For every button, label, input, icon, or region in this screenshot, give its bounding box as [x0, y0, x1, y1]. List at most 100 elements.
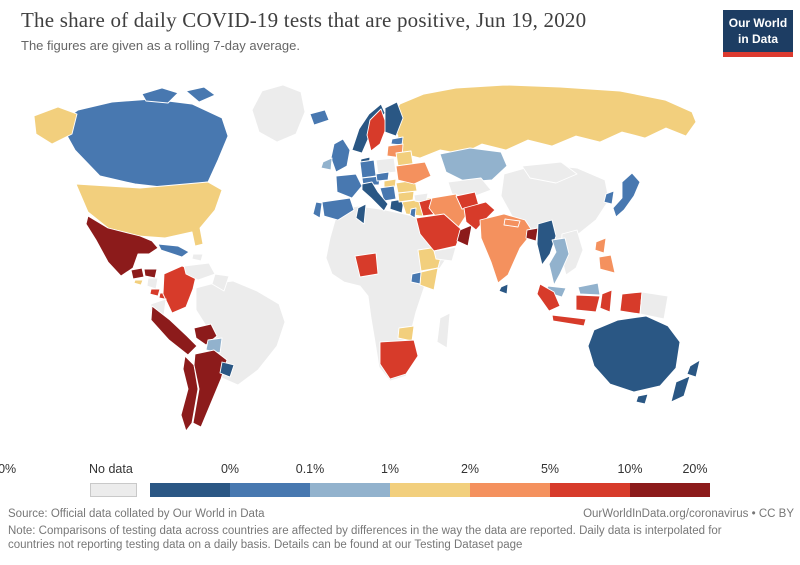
country-iceland[interactable] — [309, 109, 330, 126]
no-data-label: No data — [89, 462, 133, 476]
note-text: Note: Comparisons of testing data across… — [8, 524, 722, 552]
legend-tick-1: 0.1% — [295, 462, 325, 476]
country-indonesia-java[interactable] — [551, 314, 587, 327]
country-mexico[interactable] — [85, 215, 159, 277]
no-data-swatch[interactable] — [90, 483, 137, 497]
country-germany[interactable] — [359, 159, 377, 179]
country-sri-lanka[interactable] — [498, 283, 509, 295]
country-balkans[interactable] — [379, 185, 397, 202]
country-thailand[interactable] — [548, 237, 570, 286]
legend-segment-7[interactable] — [630, 483, 710, 497]
country-tunisia[interactable] — [355, 203, 367, 225]
country-canada-arctic-2[interactable] — [185, 86, 216, 103]
country-japan[interactable] — [612, 172, 641, 218]
country-saudi-arabia[interactable] — [415, 213, 463, 252]
country-uruguay[interactable] — [219, 361, 235, 378]
country-myanmar[interactable] — [536, 219, 557, 266]
country-papua-new-guinea[interactable] — [639, 291, 669, 320]
country-kazakhstan[interactable] — [439, 147, 508, 183]
legend-tick-3: 2% — [460, 462, 480, 476]
world-choropleth-map — [0, 78, 800, 456]
country-indonesia-borneo[interactable] — [575, 294, 601, 313]
country-indonesia-sumatra[interactable] — [536, 283, 561, 312]
country-costa-rica[interactable] — [149, 288, 161, 297]
legend-segment-3[interactable] — [310, 483, 390, 497]
legend-color-bar — [150, 483, 710, 497]
region-central-asia[interactable] — [447, 177, 492, 199]
country-china[interactable] — [500, 163, 610, 243]
country-zimbabwe[interactable] — [397, 325, 415, 342]
country-south-africa[interactable] — [379, 339, 419, 380]
country-peru[interactable] — [150, 305, 198, 356]
country-argentina[interactable] — [192, 349, 228, 428]
country-india[interactable] — [479, 213, 534, 284]
country-greenland[interactable] — [251, 84, 306, 143]
owid-logo-stripe — [723, 52, 793, 57]
legend-segment-6[interactable] — [550, 483, 630, 497]
country-canada[interactable] — [59, 98, 229, 189]
country-italy[interactable] — [361, 181, 389, 212]
legend-segment-2[interactable] — [230, 483, 310, 497]
owid-logo-box: Our World in Data — [723, 10, 793, 52]
country-poland[interactable] — [375, 157, 397, 175]
country-el-salvador[interactable] — [133, 279, 144, 286]
page-title: The share of daily COVID-19 tests that a… — [21, 8, 587, 32]
country-guyanas[interactable] — [211, 273, 230, 292]
country-malaysia-borneo[interactable] — [577, 282, 601, 296]
owid-logo-line2: in Data — [737, 32, 778, 46]
country-mongolia[interactable] — [521, 161, 578, 184]
country-ukraine[interactable] — [395, 161, 432, 185]
country-russia[interactable] — [387, 84, 697, 159]
country-new-zealand-south[interactable] — [670, 375, 691, 403]
legend-tick-7: >50% — [0, 462, 17, 476]
country-france[interactable] — [335, 173, 363, 199]
country-uganda[interactable] — [410, 271, 422, 285]
legend-segment-1[interactable] — [150, 483, 230, 497]
legend-tick-5: 10% — [617, 462, 643, 476]
world-map-svg — [33, 84, 701, 432]
country-israel[interactable] — [409, 207, 417, 219]
legend-tick-2: 1% — [380, 462, 400, 476]
legend-tick-0: 0% — [220, 462, 240, 476]
owid-logo-line1: Our World — [728, 15, 788, 30]
country-indonesia-sulawesi[interactable] — [599, 289, 613, 313]
country-ireland[interactable] — [320, 157, 333, 171]
legend-segment-5[interactable] — [470, 483, 550, 497]
country-new-zealand-north[interactable] — [686, 359, 701, 378]
page-subtitle: The figures are given as a rolling 7-day… — [21, 38, 300, 53]
country-yemen[interactable] — [433, 246, 457, 262]
country-canada-arctic-1[interactable] — [141, 87, 179, 104]
country-alaska[interactable] — [33, 106, 78, 145]
country-guatemala[interactable] — [130, 267, 145, 280]
country-australia[interactable] — [587, 315, 681, 393]
country-portugal[interactable] — [312, 201, 323, 219]
source-text: Source: Official data collated by Our Wo… — [8, 508, 265, 520]
country-south-korea[interactable] — [603, 190, 615, 205]
country-finland[interactable] — [384, 101, 404, 137]
country-bangladesh[interactable] — [525, 227, 539, 242]
country-paraguay[interactable] — [205, 337, 223, 354]
country-philippines-south[interactable] — [598, 254, 616, 274]
country-australia-tasmania[interactable] — [635, 393, 649, 405]
chart-footer: Source: Official data collated by Our Wo… — [8, 507, 794, 553]
country-madagascar[interactable] — [436, 312, 451, 349]
country-czechia[interactable] — [375, 171, 390, 182]
country-nicaragua[interactable] — [146, 277, 159, 290]
country-cuba[interactable] — [157, 243, 190, 258]
country-honduras[interactable] — [143, 268, 158, 279]
country-oman[interactable] — [456, 224, 473, 247]
attribution-link[interactable]: OurWorldInData.org/coronavirus • CC BY — [583, 508, 794, 520]
country-philippines-luzon[interactable] — [594, 237, 607, 254]
country-nigeria[interactable] — [354, 252, 379, 278]
country-hispaniola[interactable] — [191, 253, 204, 262]
owid-logo[interactable]: Our World in Data — [723, 10, 793, 57]
country-sweden[interactable] — [366, 108, 388, 152]
legend-segment-4[interactable] — [390, 483, 470, 497]
map-legend: No data 0% 0.1% 1% 2% 5% 10% 20% >50% — [0, 458, 800, 500]
country-indonesia-papua[interactable] — [619, 291, 643, 315]
country-venezuela[interactable] — [183, 262, 216, 281]
country-united-kingdom[interactable] — [330, 138, 351, 173]
country-spain[interactable] — [321, 197, 355, 221]
country-nepal[interactable] — [503, 218, 521, 228]
